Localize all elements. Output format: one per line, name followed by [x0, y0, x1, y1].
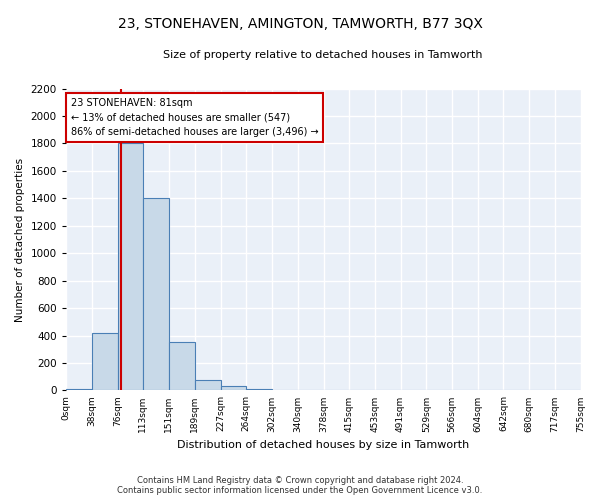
Text: 23 STONEHAVEN: 81sqm
← 13% of detached houses are smaller (547)
86% of semi-deta: 23 STONEHAVEN: 81sqm ← 13% of detached h… — [71, 98, 319, 137]
Text: 23, STONEHAVEN, AMINGTON, TAMWORTH, B77 3QX: 23, STONEHAVEN, AMINGTON, TAMWORTH, B77 … — [118, 18, 482, 32]
Bar — [246, 389, 272, 390]
Bar — [118, 144, 143, 390]
Title: Size of property relative to detached houses in Tamworth: Size of property relative to detached ho… — [163, 50, 483, 60]
Bar — [194, 380, 221, 390]
Bar — [66, 389, 92, 390]
Bar — [169, 342, 194, 390]
X-axis label: Distribution of detached houses by size in Tamworth: Distribution of detached houses by size … — [177, 440, 469, 450]
Bar — [92, 333, 118, 390]
Bar — [143, 198, 169, 390]
Bar — [221, 386, 246, 390]
Text: Contains HM Land Registry data © Crown copyright and database right 2024.
Contai: Contains HM Land Registry data © Crown c… — [118, 476, 482, 495]
Y-axis label: Number of detached properties: Number of detached properties — [15, 158, 25, 322]
